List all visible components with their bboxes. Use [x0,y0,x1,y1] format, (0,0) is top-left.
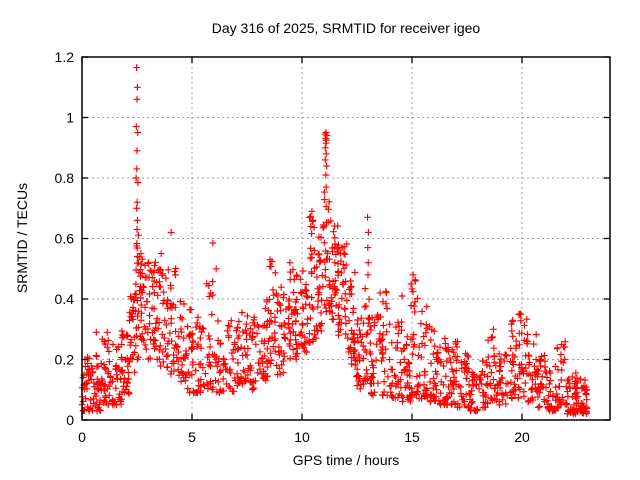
x-tick-label: 20 [514,429,530,445]
y-tick-label: 0.6 [55,231,75,247]
chart-title: Day 316 of 2025, SRMTID for receiver ige… [211,20,481,36]
y-tick-label: 0.8 [55,170,75,186]
x-tick-label: 0 [78,429,86,445]
y-tick-label: 0.2 [55,352,75,368]
scatter-points [78,64,591,418]
x-tick-label: 15 [404,429,420,445]
x-tick-label: 5 [188,429,196,445]
y-tick-label: 0 [66,412,74,428]
y-axis-label: SRMTID / TECUs [14,182,30,294]
x-tick-label: 10 [294,429,310,445]
x-axis-label: GPS time / hours [292,452,400,468]
y-tick-label: 1 [66,110,74,126]
y-tick-label: 1.2 [55,49,75,65]
y-tick-label: 0.4 [55,291,75,307]
